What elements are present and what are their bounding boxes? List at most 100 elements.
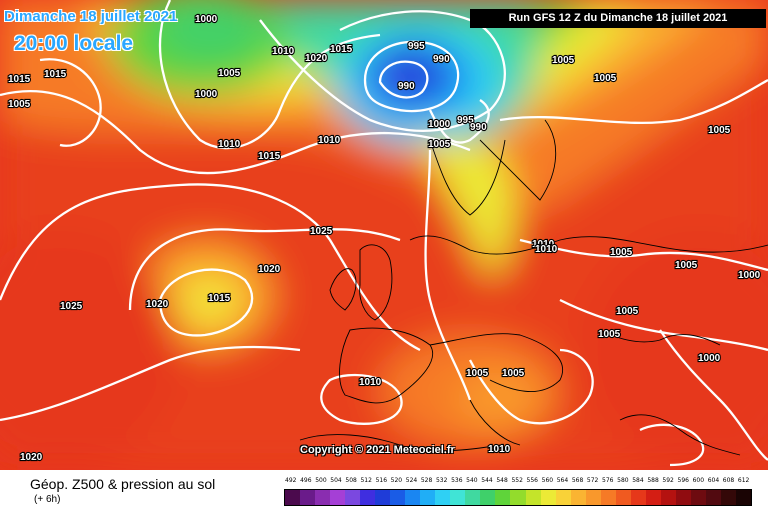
svg-text:990: 990 — [398, 81, 415, 92]
legend-swatch — [510, 490, 526, 505]
legend-swatch — [330, 490, 346, 505]
svg-text:1010: 1010 — [532, 239, 555, 250]
svg-text:990: 990 — [433, 54, 450, 65]
legend-swatch — [645, 490, 661, 505]
legend-swatch — [285, 490, 301, 505]
svg-text:1020: 1020 — [20, 452, 43, 463]
legend-tick-label: 492 — [285, 477, 297, 484]
svg-text:1005: 1005 — [502, 368, 525, 379]
legend-swatch — [705, 490, 721, 505]
legend-tick-label: 516 — [375, 477, 388, 484]
legend-swatch — [375, 490, 391, 505]
legend-swatch — [390, 490, 406, 505]
svg-text:1005: 1005 — [598, 329, 621, 340]
legend-swatch — [345, 490, 361, 505]
svg-text:1005: 1005 — [552, 55, 575, 66]
svg-text:990: 990 — [470, 122, 487, 133]
forecast-step: (+ 6h) — [34, 494, 61, 505]
legend-swatch — [435, 490, 451, 505]
legend-swatch — [480, 490, 496, 505]
svg-text:1000: 1000 — [738, 270, 761, 281]
legend-swatch — [465, 490, 481, 505]
legend-tick-label: 540 — [466, 477, 478, 484]
legend-swatch — [615, 490, 631, 505]
forecast-date: Dimanche 18 juillet 2021 — [4, 8, 178, 25]
svg-text:1005: 1005 — [8, 99, 31, 110]
legend-tick-label: 552 — [511, 477, 523, 484]
svg-text:1005: 1005 — [610, 247, 633, 258]
legend-swatch — [735, 490, 751, 505]
svg-text:1010: 1010 — [218, 139, 241, 150]
svg-text:1025: 1025 — [310, 226, 333, 237]
forecast-time: 20:00 locale — [14, 32, 134, 55]
legend-swatch — [630, 490, 646, 505]
legend-swatch — [525, 490, 541, 505]
svg-text:1005: 1005 — [594, 73, 617, 84]
svg-text:1000: 1000 — [195, 14, 218, 25]
svg-text:1025: 1025 — [60, 301, 83, 312]
legend-tick-label: 496 — [300, 477, 312, 484]
svg-text:1010: 1010 — [359, 377, 382, 388]
legend-tick-label: 524 — [405, 477, 418, 484]
svg-text:1000: 1000 — [698, 353, 721, 364]
legend-swatch — [660, 490, 676, 505]
legend-tick-label: 568 — [571, 477, 584, 484]
legend-tick-label: 612 — [737, 477, 750, 484]
svg-text:1010: 1010 — [272, 46, 295, 57]
legend-swatch — [675, 490, 691, 505]
svg-text:1005: 1005 — [466, 368, 489, 379]
legend-swatch — [690, 490, 706, 505]
legend-tick-label: 608 — [722, 477, 735, 484]
legend-footer: Géop. Z500 & pression au sol (+ 6h) 492 4… — [0, 470, 768, 512]
legend-swatch — [360, 490, 376, 505]
svg-text:995: 995 — [408, 41, 425, 52]
legend-tick-label: 532 — [435, 477, 448, 484]
svg-text:1015: 1015 — [44, 69, 67, 80]
svg-text:1010: 1010 — [535, 244, 558, 255]
legend-swatch — [600, 490, 616, 505]
svg-text:1020: 1020 — [146, 299, 169, 310]
legend-tick-label: 592 — [662, 477, 674, 484]
map-title: Géop. Z500 & pression au sol — [30, 476, 216, 492]
svg-text:1005: 1005 — [708, 125, 731, 136]
legend-tick-label: 536 — [451, 477, 463, 484]
svg-text:1015: 1015 — [330, 44, 353, 55]
legend-tick-labels: 492 496 500 504 508 512 516 520 524 528 532 536 540 5… — [284, 477, 752, 487]
svg-text:1020: 1020 — [258, 264, 281, 275]
legend-tick-label: 556 — [526, 477, 538, 484]
legend-swatch — [315, 490, 331, 505]
legend-tick-label: 576 — [602, 477, 614, 484]
svg-text:1010: 1010 — [318, 135, 341, 146]
legend-swatch — [495, 490, 511, 505]
legend-tick-label: 564 — [556, 477, 569, 484]
legend-tick-label: 560 — [541, 477, 554, 484]
color-scale-bar — [284, 489, 752, 506]
legend-swatch — [570, 490, 586, 505]
legend-tick-label: 600 — [692, 477, 705, 484]
svg-text:1005: 1005 — [616, 306, 639, 317]
svg-text:1000: 1000 — [428, 119, 451, 130]
isobar-lines — [0, 0, 768, 467]
legend-tick-label: 504 — [330, 477, 342, 484]
legend-swatch — [420, 490, 436, 505]
isobar-labels: 1000 1010 1015 1020 1005 1000 1015 1015 … — [7, 13, 762, 464]
legend-tick-label: 580 — [617, 477, 629, 484]
legend-tick-label: 604 — [707, 477, 720, 484]
svg-text:1005: 1005 — [675, 260, 698, 271]
coastlines — [299, 119, 768, 456]
svg-text:1015: 1015 — [8, 74, 31, 85]
svg-text:1015: 1015 — [208, 293, 231, 304]
svg-text:1010: 1010 — [488, 444, 511, 455]
legend-swatch — [555, 490, 571, 505]
svg-text:1000: 1000 — [195, 89, 218, 100]
copyright-text: Copyright © 2021 Meteociel.fr — [300, 444, 455, 456]
legend-tick-label: 596 — [677, 477, 689, 484]
legend-swatch — [450, 490, 466, 505]
svg-text:1020: 1020 — [305, 53, 328, 64]
legend-tick-label: 500 — [315, 477, 327, 484]
legend-tick-label: 588 — [647, 477, 659, 484]
legend-tick-label: 584 — [632, 477, 644, 484]
legend-tick-label: 544 — [481, 477, 493, 484]
svg-text:995: 995 — [457, 115, 474, 126]
